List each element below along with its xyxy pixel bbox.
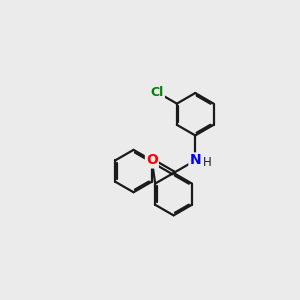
Text: H: H (203, 156, 212, 169)
Text: O: O (146, 154, 158, 167)
Text: N: N (189, 154, 201, 167)
Text: Cl: Cl (151, 86, 164, 99)
